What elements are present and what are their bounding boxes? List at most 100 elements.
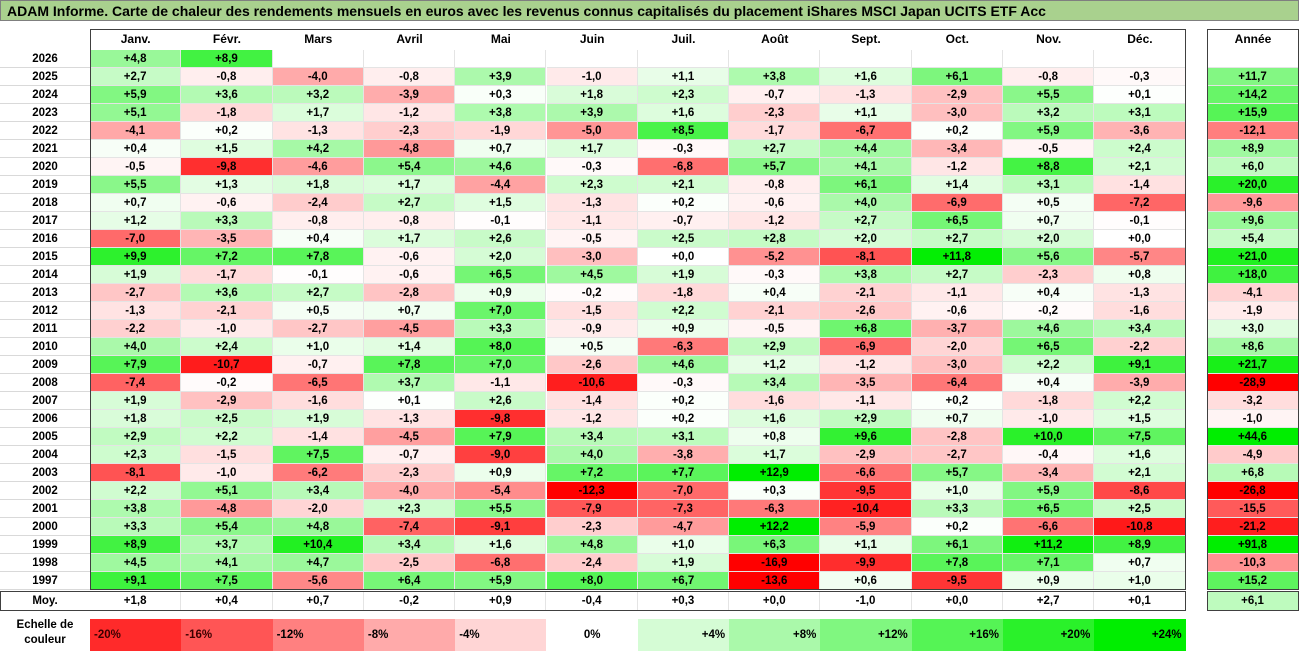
heatmap-cell: +1,6 — [729, 410, 821, 428]
heatmap-cell: -2,3 — [363, 122, 456, 140]
heatmap-cell: +1,2 — [729, 356, 821, 374]
month-header: Févr. — [212, 32, 241, 46]
year-label: 2004 — [0, 446, 90, 464]
heatmap-cell: -5,7 — [1094, 248, 1186, 266]
average-cell: +0,0 — [911, 591, 1003, 611]
heatmap-cell: +2,0 — [1003, 230, 1095, 248]
heatmap-cell: +1,0 — [911, 482, 1003, 500]
heatmap-cell: -2,3 — [729, 104, 821, 122]
heatmap-cell: +1,7 — [272, 104, 364, 122]
heatmap-cell: +0,1 — [363, 392, 456, 410]
heatmap-cell: -3,5 — [181, 230, 273, 248]
heatmap-cell: +0,0 — [637, 248, 730, 266]
heatmap-cell: -10,6 — [546, 374, 638, 392]
heatmap-cell: -2,8 — [911, 428, 1003, 446]
heatmap-cell: +8,0 — [455, 338, 547, 356]
heatmap-cell: +8,9 — [181, 50, 273, 68]
heatmap-cell: -1,3 — [1094, 284, 1186, 302]
heatmap-cell: -3,6 — [1094, 122, 1186, 140]
color-scale-swatch: -8% — [363, 619, 456, 651]
heatmap-cell: +2,2 — [1094, 392, 1186, 410]
heatmap-cell: +0,2 — [911, 122, 1003, 140]
heatmap-cell: +0,2 — [637, 194, 730, 212]
heatmap-cell: +0,9 — [637, 320, 730, 338]
heatmap-cell: -6,3 — [729, 500, 821, 518]
heatmap-cell: +4,8 — [546, 536, 638, 554]
month-header: Mai — [490, 32, 511, 46]
heatmap-cell: -0,5 — [1003, 140, 1095, 158]
heatmap-cell: +0,7 — [911, 410, 1003, 428]
year-label: 2001 — [0, 500, 90, 518]
heatmap-cell: -6,3 — [637, 338, 730, 356]
year-label: 2009 — [0, 356, 90, 374]
annual-cell: +18,0 — [1207, 266, 1299, 284]
heatmap-cell: +1,8 — [90, 410, 182, 428]
heatmap-cell: -6,6 — [820, 464, 912, 482]
heatmap-cell: -0,5 — [546, 230, 638, 248]
heatmap-cell: -2,9 — [181, 392, 273, 410]
heatmap-cell: -9,5 — [820, 482, 912, 500]
annual-header: Année — [1234, 32, 1272, 46]
heatmap-cell: +2,2 — [181, 428, 273, 446]
year-label: 2000 — [0, 518, 90, 536]
heatmap-cell — [546, 50, 638, 68]
month-header: Avril — [396, 32, 423, 46]
heatmap-cell: +1,1 — [820, 536, 912, 554]
annual-cell — [1207, 50, 1299, 68]
heatmap-cell: +1,9 — [637, 554, 730, 572]
heatmap-cell: +5,9 — [90, 86, 182, 104]
heatmap-cell: +1,9 — [90, 266, 182, 284]
month-header: Juin — [579, 32, 605, 46]
heatmap-cell: -1,8 — [637, 284, 730, 302]
heatmap-cell: +2,2 — [637, 302, 730, 320]
heatmap-cell: +0,3 — [729, 482, 821, 500]
heatmap-cell: +6,5 — [911, 212, 1003, 230]
heatmap-cell: -1,0 — [1003, 410, 1095, 428]
annual-cell: -26,8 — [1207, 482, 1299, 500]
heatmap-cell: +1,8 — [272, 176, 364, 194]
heatmap-cell: -6,8 — [637, 158, 730, 176]
heatmap-cell: -6,4 — [911, 374, 1003, 392]
heatmap-cell: +3,2 — [272, 86, 364, 104]
heatmap-cell: +3,6 — [181, 284, 273, 302]
heatmap-cell: -10,8 — [1094, 518, 1186, 536]
heatmap-cell: +5,9 — [1003, 482, 1095, 500]
heatmap-cell: -1,8 — [181, 104, 273, 122]
annual-cell: -4,1 — [1207, 284, 1299, 302]
heatmap-cell: +11,2 — [1003, 536, 1095, 554]
heatmap-cell: +2,9 — [90, 428, 182, 446]
heatmap-cell: +8,0 — [546, 572, 638, 590]
heatmap-cell: +3,3 — [455, 320, 547, 338]
heatmap-cell: +5,7 — [911, 464, 1003, 482]
heatmap-cell: +1,0 — [637, 536, 730, 554]
heatmap-cell: +9,1 — [90, 572, 182, 590]
heatmap-cell: -1,1 — [455, 374, 547, 392]
year-label: 2020 — [0, 158, 90, 176]
annual-cell: -4,9 — [1207, 446, 1299, 464]
heatmap-cell: -1,2 — [546, 410, 638, 428]
heatmap-cell: +2,1 — [1094, 158, 1186, 176]
average-annual-cell: +6,1 — [1207, 591, 1299, 611]
heatmap-cell: +0,9 — [455, 284, 547, 302]
heatmap-cell: +12,2 — [729, 518, 821, 536]
heatmap-cell: +0,6 — [820, 572, 912, 590]
month-header: Nov. — [1036, 32, 1062, 46]
heatmap-cell: +0,9 — [1003, 572, 1095, 590]
heatmap-cell: +1,6 — [820, 68, 912, 86]
heatmap-cell: +3,1 — [1094, 104, 1186, 122]
annual-cell: +91,8 — [1207, 536, 1299, 554]
average-cell: -0,4 — [546, 591, 638, 611]
heatmap-cell: +2,3 — [363, 500, 456, 518]
heatmap-cell: +5,1 — [90, 104, 182, 122]
heatmap-cell: +0,7 — [363, 302, 456, 320]
heatmap-cell: +0,7 — [1094, 554, 1186, 572]
color-scale-swatch: +12% — [820, 619, 912, 651]
heatmap-cell: -13,6 — [729, 572, 821, 590]
heatmap-cell: +3,2 — [1003, 104, 1095, 122]
heatmap-cell: +4,4 — [820, 140, 912, 158]
heatmap-cell: -1,3 — [546, 194, 638, 212]
heatmap-cell: +0,9 — [455, 464, 547, 482]
heatmap-cell: -1,7 — [729, 122, 821, 140]
heatmap-cell: +4,6 — [637, 356, 730, 374]
color-scale-swatch: +8% — [729, 619, 821, 651]
